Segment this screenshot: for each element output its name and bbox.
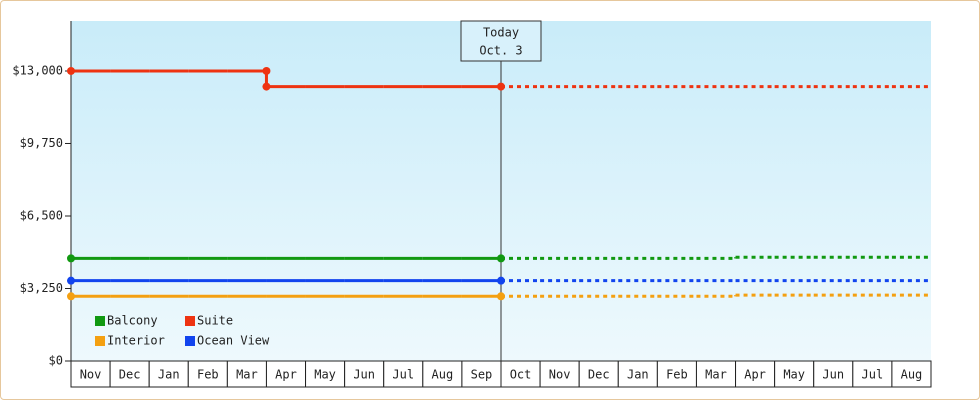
- x-tick-label: Dec: [588, 368, 610, 382]
- x-tick-cell: [656, 360, 697, 388]
- x-tick-cell: [735, 360, 776, 388]
- x-tick-cell: [461, 360, 502, 388]
- y-tick-label: $6,500: [20, 208, 63, 222]
- x-tick-cell: [148, 360, 189, 388]
- point: [262, 82, 271, 91]
- y-tick-label: $13,000: [12, 63, 63, 77]
- x-tick-cell: [813, 360, 854, 388]
- point: [497, 254, 505, 263]
- legend-swatch: [185, 336, 195, 346]
- x-tick-label: Nov: [549, 368, 571, 382]
- x-tick-cell: [422, 360, 463, 388]
- x-tick-label: Jul: [862, 368, 884, 382]
- x-tick-cell: [891, 360, 932, 388]
- x-tick-cell: [187, 360, 228, 388]
- x-tick-cell: [578, 360, 619, 388]
- point: [497, 292, 505, 301]
- legend-label: Suite: [197, 314, 233, 328]
- x-tick-label: Feb: [666, 368, 688, 382]
- x-tick-cell: [265, 360, 307, 388]
- x-tick-label: Jan: [158, 368, 180, 382]
- x-tick-label: Jun: [822, 368, 844, 382]
- x-tick-cell: [383, 360, 424, 388]
- x-tick-label: Jun: [353, 368, 375, 382]
- legend-swatch: [95, 316, 105, 326]
- x-tick-cell: [109, 360, 150, 388]
- x-tick-cell: [695, 360, 737, 388]
- point: [67, 254, 75, 263]
- x-tick-label: Mar: [236, 368, 258, 382]
- point: [262, 66, 271, 75]
- x-tick-label: Apr: [744, 368, 766, 382]
- today-label: Today: [483, 26, 519, 40]
- legend-swatch: [95, 336, 105, 346]
- legend-swatch: [185, 316, 195, 326]
- x-tick-cell: [617, 360, 658, 388]
- x-tick-label: Mar: [705, 368, 727, 382]
- x-tick-label: Feb: [197, 368, 219, 382]
- x-tick-label: Oct: [510, 368, 532, 382]
- point: [497, 82, 505, 91]
- y-tick-label: $0: [49, 354, 63, 368]
- x-tick-cell: [344, 360, 385, 388]
- x-tick-label: Aug: [432, 368, 454, 382]
- x-tick-cell: [305, 360, 346, 388]
- legend-label: Interior: [107, 334, 165, 348]
- x-tick-label: May: [783, 368, 805, 382]
- x-tick-label: Apr: [275, 368, 297, 382]
- x-tick-label: Jan: [627, 368, 649, 382]
- point: [67, 276, 75, 285]
- legend-label: Ocean View: [197, 334, 270, 348]
- x-tick-cell: [852, 360, 893, 388]
- x-tick-cell: [774, 360, 815, 388]
- x-tick-label: Nov: [80, 368, 102, 382]
- x-tick-cell: [226, 360, 267, 388]
- legend-label: Balcony: [107, 314, 158, 328]
- point: [67, 66, 75, 75]
- x-tick-label: May: [314, 368, 336, 382]
- point: [497, 276, 505, 285]
- x-tick-label: Sep: [471, 368, 493, 382]
- x-tick-label: Dec: [119, 368, 141, 382]
- today-box: [460, 20, 542, 62]
- x-tick-label: Jul: [392, 368, 414, 382]
- point: [67, 292, 75, 301]
- y-tick-label: $9,750: [20, 136, 63, 150]
- x-tick-label: Aug: [901, 368, 923, 382]
- y-tick-label: $3,250: [20, 281, 63, 295]
- today-label: Oct. 3: [479, 44, 522, 58]
